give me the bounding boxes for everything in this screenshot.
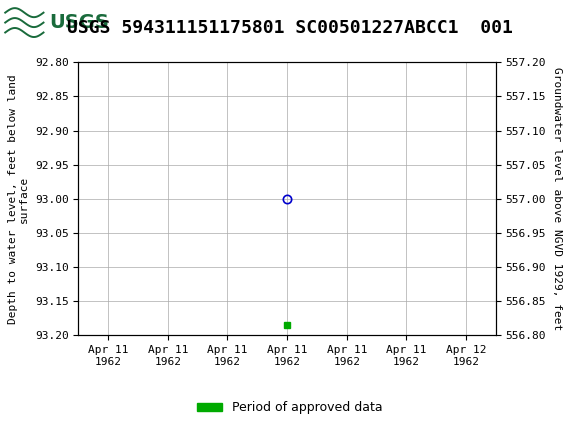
Text: USGS 594311151175801 SC00501227ABCC1  001: USGS 594311151175801 SC00501227ABCC1 001 bbox=[67, 18, 513, 37]
Y-axis label: Depth to water level, feet below land
surface: Depth to water level, feet below land su… bbox=[8, 74, 29, 324]
Legend: Period of approved data: Period of approved data bbox=[192, 396, 388, 419]
FancyBboxPatch shape bbox=[3, 3, 93, 42]
Y-axis label: Groundwater level above NGVD 1929, feet: Groundwater level above NGVD 1929, feet bbox=[552, 67, 561, 331]
Text: USGS: USGS bbox=[49, 13, 109, 32]
